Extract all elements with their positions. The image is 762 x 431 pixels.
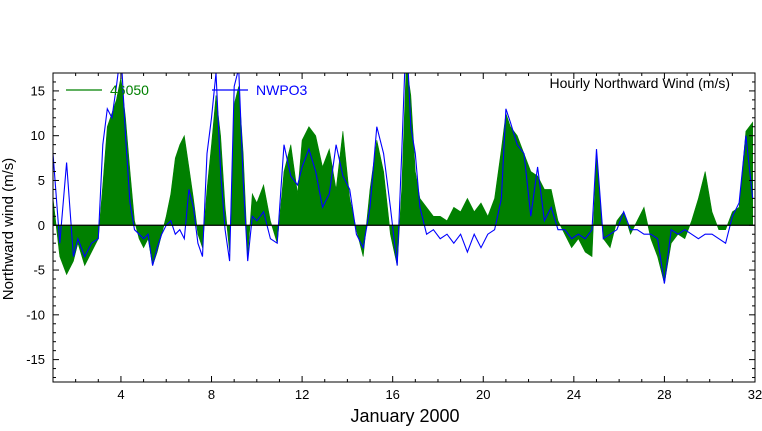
series-nwpo3-line [53, 73, 754, 284]
x-tick-label: 16 [385, 387, 399, 402]
x-tick-label: 28 [657, 387, 671, 402]
y-tick-label: 15 [31, 83, 45, 98]
chart-title: Hourly Northward Wind (m/s) [550, 75, 730, 91]
legend-label-nwpo3: NWPO3 [256, 82, 308, 98]
y-tick-label: 5 [38, 173, 45, 188]
x-tick-label: 12 [295, 387, 309, 402]
x-tick-label: 8 [208, 387, 215, 402]
legend-label-46050: 46050 [110, 82, 149, 98]
series-46050-area [53, 73, 753, 284]
x-tick-label: 20 [476, 387, 490, 402]
y-tick-label: -10 [26, 307, 45, 322]
plot-frame [52, 72, 756, 383]
x-tick-label: 24 [567, 387, 581, 402]
y-tick-label: -15 [26, 352, 45, 367]
y-tick-label: 0 [38, 218, 45, 233]
y-tick-label: 10 [31, 128, 45, 143]
y-tick-label: -5 [33, 263, 45, 278]
x-tick-label: 4 [117, 387, 124, 402]
x-axis-label: January 2000 [350, 406, 459, 426]
y-axis-label: Northward wind (m/s) [0, 158, 17, 301]
x-tick-label: 32 [748, 387, 762, 402]
